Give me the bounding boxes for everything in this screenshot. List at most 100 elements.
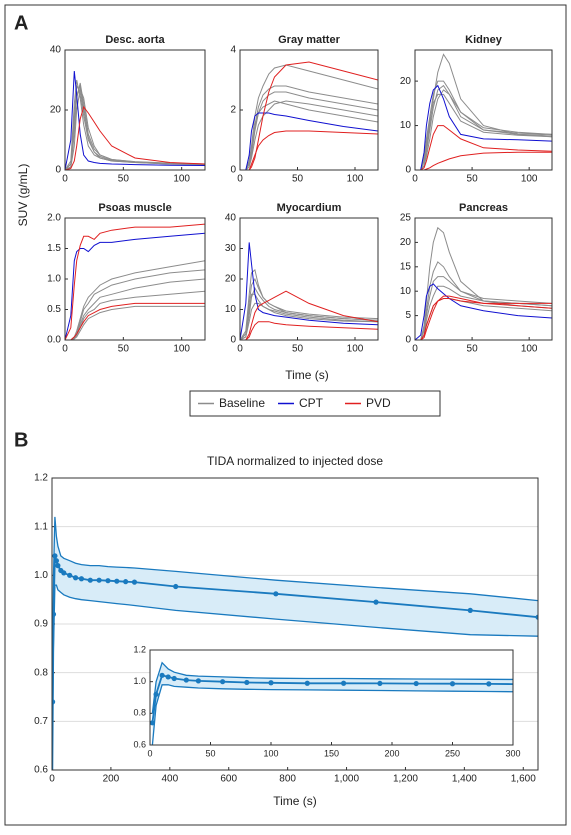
y-tick-label: 5 [405, 310, 411, 321]
curve-pvd [415, 295, 552, 340]
mean-marker [173, 583, 179, 590]
chart-title: TIDA normalized to injected dose [207, 454, 383, 468]
mean-marker [413, 680, 419, 687]
curve-cpt [415, 283, 552, 340]
curve-baseline [240, 286, 378, 340]
plot-content [415, 53, 552, 170]
curve-cpt [65, 232, 205, 340]
curve-baseline [240, 100, 378, 170]
x-tick-label: 1,200 [393, 774, 418, 785]
x-tick-label: 100 [347, 344, 364, 355]
x-tick-label: 50 [118, 344, 130, 355]
x-tick-label: 100 [347, 174, 364, 185]
mean-marker [449, 681, 456, 687]
x-tick-label: 50 [118, 174, 130, 185]
x-tick-label: 100 [521, 344, 538, 355]
x-tick-label: 0 [412, 344, 418, 355]
y-tick-label: 1.2 [133, 644, 146, 654]
x-tick-label: 0 [412, 174, 418, 185]
x-tick-label: 0 [49, 774, 55, 785]
curve-baseline [240, 91, 378, 170]
plot-content [65, 70, 205, 170]
curve-pvd [240, 130, 378, 170]
curve-baseline [65, 84, 205, 170]
legend-box [189, 390, 441, 417]
curve-pvd [240, 61, 378, 170]
mean-marker [53, 558, 60, 564]
x-tick-label: 200 [384, 748, 399, 758]
y-tick-label: 1.1 [34, 521, 48, 532]
curve-baseline [65, 305, 205, 340]
mean-marker [153, 691, 159, 697]
axes-frame [239, 217, 379, 341]
curve-pvd [415, 151, 552, 170]
plot-content [240, 61, 378, 170]
mean-marker [373, 599, 379, 605]
line-lower [52, 584, 538, 770]
mean-marker [52, 699, 56, 705]
x-tick-label: 100 [521, 174, 538, 185]
mean-marker [535, 614, 538, 620]
mean-marker [273, 591, 279, 597]
mean-marker [123, 579, 129, 585]
y-tick-label: 10 [400, 120, 412, 131]
mean-marker [105, 578, 111, 584]
x-tick-label: 0 [237, 344, 243, 355]
x-tick-label: 50 [292, 344, 304, 355]
mean-marker [268, 680, 274, 686]
y-tick-label: 15 [400, 261, 412, 272]
x-tick-label: 600 [220, 774, 237, 785]
mean-marker [131, 579, 138, 585]
mean-marker [114, 578, 120, 584]
mean-marker [486, 681, 492, 687]
plot-area [240, 218, 378, 340]
mean-marker [467, 607, 473, 613]
curve-cpt [65, 70, 205, 170]
legend-label: Baseline [219, 396, 265, 410]
figure-border [4, 4, 567, 826]
mean-marker [171, 675, 177, 682]
mean-marker [304, 680, 310, 686]
mean-marker [52, 611, 57, 617]
mean-marker [165, 674, 171, 680]
y-tick-label: 40 [225, 213, 237, 224]
plot-content [52, 516, 538, 770]
x-tick-label: 50 [292, 174, 304, 185]
chart-title: Psoas muscle [98, 202, 171, 214]
x-tick-label: 0 [62, 174, 68, 185]
mean-marker [150, 720, 156, 726]
x-tick-label: 1,400 [452, 774, 477, 785]
y-tick-label: 0 [405, 335, 411, 346]
y-tick-label: 0.8 [34, 667, 48, 678]
curve-cpt [415, 84, 552, 170]
y-tick-label: 1.0 [34, 570, 48, 581]
axes-frame [51, 477, 539, 771]
mean-marker [244, 679, 250, 686]
x-tick-label: 1,000 [334, 774, 359, 785]
panel-label: B [14, 429, 28, 451]
chart-title: Gray matter [278, 34, 340, 46]
line-upper [52, 516, 538, 673]
curve-baseline [65, 87, 205, 170]
plot-area [150, 650, 513, 745]
mean-marker [377, 680, 383, 687]
y-tick-label: 10 [225, 304, 237, 315]
curve-baseline [240, 277, 378, 340]
chart-title: Myocardium [277, 202, 342, 214]
axes-frame [149, 649, 514, 746]
plot-content [150, 661, 513, 745]
x-tick-label: 800 [279, 774, 296, 785]
curve-cpt [240, 112, 378, 170]
mean-marker [55, 563, 61, 569]
line-lower [151, 684, 513, 745]
x-tick-label: 0 [237, 174, 243, 185]
curve-baseline [240, 302, 378, 340]
y-tick-label: 10 [400, 286, 412, 297]
y-tick-label: 4 [230, 45, 236, 56]
y-tick-label: 1.2 [34, 473, 48, 484]
line-upper [151, 661, 513, 714]
axes-frame [64, 217, 206, 341]
y-tick-label: 0.5 [47, 304, 61, 315]
chart-title: Kidney [465, 34, 503, 46]
y-tick-label: 0 [230, 165, 236, 176]
